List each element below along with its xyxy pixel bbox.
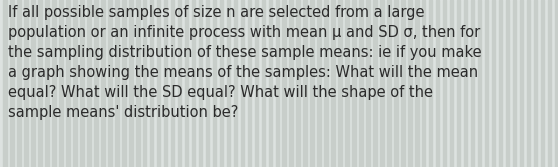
Bar: [304, 0, 307, 167]
Bar: [499, 0, 502, 167]
Bar: [220, 0, 223, 167]
Bar: [122, 0, 126, 167]
Bar: [387, 0, 391, 167]
Bar: [506, 0, 509, 167]
Bar: [39, 0, 42, 167]
Bar: [290, 0, 293, 167]
Bar: [45, 0, 49, 167]
Bar: [541, 0, 544, 167]
Bar: [59, 0, 63, 167]
Bar: [519, 0, 523, 167]
Bar: [80, 0, 84, 167]
Bar: [450, 0, 453, 167]
Bar: [185, 0, 188, 167]
Bar: [296, 0, 300, 167]
Bar: [115, 0, 118, 167]
Bar: [248, 0, 251, 167]
Bar: [11, 0, 14, 167]
Bar: [157, 0, 161, 167]
Bar: [345, 0, 349, 167]
Bar: [87, 0, 90, 167]
Bar: [464, 0, 468, 167]
Bar: [52, 0, 56, 167]
Bar: [555, 0, 558, 167]
Bar: [262, 0, 265, 167]
Bar: [192, 0, 195, 167]
Bar: [324, 0, 328, 167]
Bar: [513, 0, 516, 167]
Bar: [436, 0, 440, 167]
Bar: [282, 0, 286, 167]
Bar: [373, 0, 377, 167]
Bar: [108, 0, 112, 167]
Bar: [143, 0, 146, 167]
Bar: [234, 0, 237, 167]
Bar: [206, 0, 209, 167]
Bar: [94, 0, 98, 167]
Bar: [331, 0, 335, 167]
Bar: [178, 0, 181, 167]
Bar: [150, 0, 153, 167]
Bar: [443, 0, 446, 167]
Bar: [129, 0, 133, 167]
Bar: [101, 0, 105, 167]
Bar: [380, 0, 384, 167]
Bar: [199, 0, 202, 167]
Bar: [547, 0, 551, 167]
Bar: [318, 0, 321, 167]
Bar: [478, 0, 481, 167]
Bar: [213, 0, 216, 167]
Bar: [254, 0, 258, 167]
Bar: [227, 0, 230, 167]
Bar: [164, 0, 167, 167]
Bar: [366, 0, 369, 167]
Bar: [276, 0, 279, 167]
Bar: [310, 0, 314, 167]
Bar: [492, 0, 496, 167]
Bar: [73, 0, 76, 167]
Bar: [471, 0, 474, 167]
Bar: [268, 0, 272, 167]
Bar: [240, 0, 244, 167]
Bar: [3, 0, 7, 167]
Bar: [136, 0, 140, 167]
Text: If all possible samples of size n are selected from a large
population or an inf: If all possible samples of size n are se…: [8, 5, 482, 120]
Bar: [401, 0, 405, 167]
Bar: [422, 0, 426, 167]
Bar: [25, 0, 28, 167]
Bar: [457, 0, 460, 167]
Bar: [408, 0, 411, 167]
Bar: [352, 0, 356, 167]
Bar: [533, 0, 537, 167]
Bar: [359, 0, 363, 167]
Bar: [485, 0, 488, 167]
Bar: [31, 0, 35, 167]
Bar: [338, 0, 341, 167]
Bar: [17, 0, 21, 167]
Bar: [415, 0, 418, 167]
Bar: [527, 0, 530, 167]
Bar: [66, 0, 70, 167]
Bar: [171, 0, 174, 167]
Bar: [429, 0, 432, 167]
Bar: [394, 0, 398, 167]
